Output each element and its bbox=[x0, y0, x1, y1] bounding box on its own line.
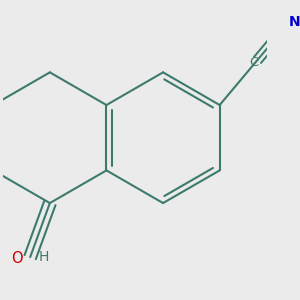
Text: C: C bbox=[249, 56, 258, 69]
Text: H: H bbox=[38, 250, 49, 264]
Text: N: N bbox=[289, 15, 300, 29]
Text: O: O bbox=[11, 251, 23, 266]
